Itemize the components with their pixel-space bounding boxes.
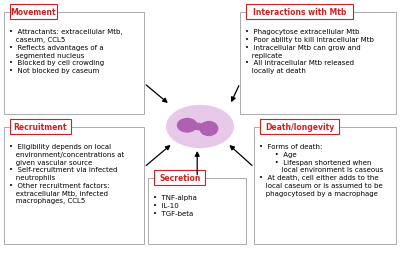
- FancyBboxPatch shape: [240, 13, 396, 114]
- Ellipse shape: [199, 121, 218, 137]
- Text: •  Forms of death:
       •  Age
       •  Lifespan shortened when
          loc: • Forms of death: • Age • Lifespan short…: [259, 144, 383, 196]
- FancyBboxPatch shape: [254, 127, 396, 244]
- Text: •  Attractants: extracellular Mtb,
   caseum, CCL5
•  Reflects advantages of a
 : • Attractants: extracellular Mtb, caseum…: [9, 29, 122, 74]
- Text: Secretion: Secretion: [159, 173, 200, 182]
- FancyBboxPatch shape: [260, 120, 339, 134]
- FancyBboxPatch shape: [10, 120, 70, 134]
- FancyBboxPatch shape: [10, 5, 57, 20]
- Ellipse shape: [192, 123, 204, 131]
- FancyBboxPatch shape: [154, 170, 206, 185]
- Text: •  Eligibility depends on local
   environment/concentrations at
   given vascul: • Eligibility depends on local environme…: [9, 144, 124, 203]
- Ellipse shape: [177, 118, 198, 133]
- Text: •  Phagocytose extracellular Mtb
•  Poor ability to kill intracellular Mtb
•  In: • Phagocytose extracellular Mtb • Poor a…: [245, 29, 374, 74]
- Text: •  TNF-alpha
•  IL-10
•  TGF-beta: • TNF-alpha • IL-10 • TGF-beta: [153, 194, 197, 216]
- Text: Interactions with Mtb: Interactions with Mtb: [253, 8, 346, 17]
- Text: Movement: Movement: [10, 8, 56, 17]
- Text: Death/longevity: Death/longevity: [265, 122, 334, 132]
- FancyBboxPatch shape: [4, 13, 144, 114]
- Circle shape: [166, 105, 234, 149]
- FancyBboxPatch shape: [148, 178, 246, 244]
- FancyBboxPatch shape: [4, 127, 144, 244]
- FancyBboxPatch shape: [246, 5, 353, 20]
- Text: Recruitment: Recruitment: [14, 122, 67, 132]
